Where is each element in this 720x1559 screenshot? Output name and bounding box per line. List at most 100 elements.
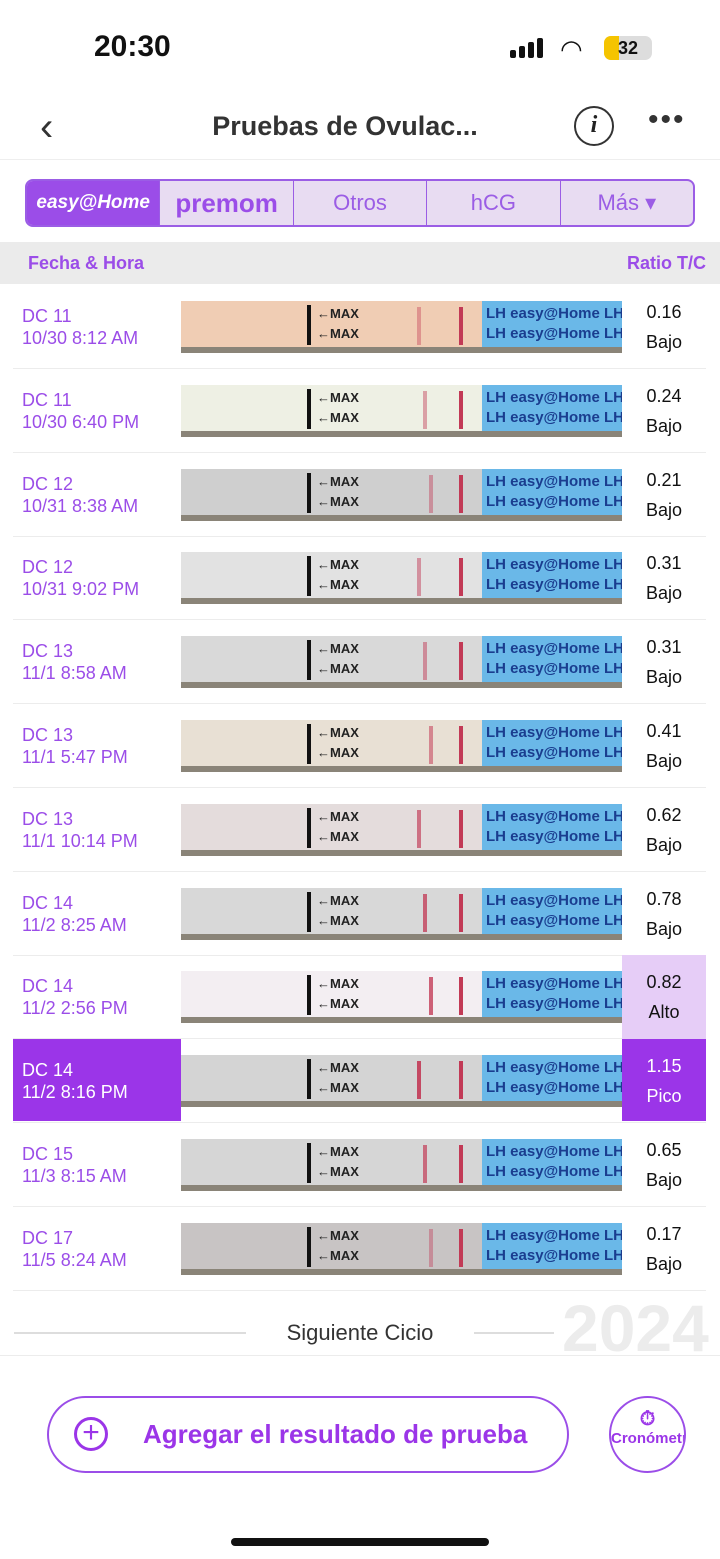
lh-text: LH easy@Home LH bbox=[486, 891, 622, 909]
cycle-day: DC 15 bbox=[22, 1144, 74, 1164]
test-line bbox=[423, 1145, 427, 1183]
info-button[interactable]: i bbox=[574, 106, 614, 146]
ratio-cell: 0.62 Bajo bbox=[622, 788, 706, 872]
table-row[interactable]: DC 15 11/3 8:15 AM ←MAX ←MAX LH easy@Home… bbox=[13, 1123, 706, 1207]
table-row[interactable]: DC 14 11/2 8:25 AM ←MAX ←MAX LH easy@Home… bbox=[13, 872, 706, 956]
strip-base bbox=[181, 849, 622, 856]
battery-icon: 32 bbox=[604, 36, 652, 60]
back-button[interactable]: ‹ bbox=[40, 105, 54, 149]
row-date: DC 11 10/30 8:12 AM bbox=[13, 285, 181, 369]
test-strip-image[interactable]: ←MAX ←MAX LH easy@Home LH LH easy@Home LH bbox=[181, 887, 622, 940]
table-row[interactable]: DC 14 11/2 2:56 PM ←MAX ←MAX LH easy@Home… bbox=[13, 955, 706, 1040]
strip-lh-label: LH easy@Home LH LH easy@Home LH bbox=[482, 1222, 622, 1269]
strip-base bbox=[181, 933, 622, 940]
test-strip-image[interactable]: ←MAX ←MAX LH easy@Home LH LH easy@Home LH bbox=[181, 552, 622, 605]
col-ratio: Ratio T/C bbox=[627, 253, 706, 273]
strip-marker bbox=[307, 724, 311, 764]
test-line bbox=[423, 893, 427, 932]
test-line bbox=[417, 307, 421, 345]
control-line bbox=[459, 809, 463, 848]
ratio-level: Pico bbox=[646, 1086, 682, 1107]
cycle-day: DC 13 bbox=[22, 725, 74, 745]
timer-button[interactable]: ⏱ Cronómetro bbox=[609, 1396, 686, 1473]
col-date: Fecha & Hora bbox=[28, 253, 145, 273]
table-row[interactable]: DC 12 10/31 8:38 AM ←MAX ←MAX LH easy@Hom… bbox=[13, 453, 706, 537]
strip-marker bbox=[307, 1226, 311, 1267]
ratio-level: Bajo bbox=[645, 1170, 683, 1190]
lh-text: LH easy@Home LH bbox=[486, 408, 622, 426]
test-strip-image[interactable]: ←MAX ←MAX LH easy@Home LH LH easy@Home LH bbox=[181, 1222, 622, 1275]
test-strip-image[interactable]: ←MAX ←MAX LH easy@Home LH LH easy@Home LH bbox=[181, 1055, 622, 1108]
lh-text: LH easy@Home LH bbox=[486, 1079, 622, 1097]
add-result-button[interactable]: + Agregar el resultado de prueba bbox=[47, 1396, 569, 1473]
tab-otros[interactable]: Otros bbox=[294, 181, 428, 225]
row-datetime: 10/31 8:38 AM bbox=[22, 495, 139, 516]
table-row[interactable]: DC 12 10/31 9:02 PM ←MAX ←MAX LH easy@Hom… bbox=[13, 536, 706, 621]
brand-tabs: easy@Home premom Otros hCG Más ▾ bbox=[25, 179, 695, 227]
max-label: ←MAX bbox=[317, 409, 359, 425]
test-line bbox=[429, 474, 433, 513]
row-date: DC 13 11/1 8:58 AM bbox=[13, 620, 181, 704]
more-button[interactable]: ••• bbox=[648, 103, 686, 136]
strip-lh-label: LH easy@Home LH LH easy@Home LH bbox=[482, 720, 622, 766]
ratio-value: 0.21 bbox=[646, 469, 682, 490]
cycle-day: DC 14 bbox=[22, 1060, 74, 1081]
max-label: ←MAX bbox=[317, 1080, 359, 1096]
max-label: ←MAX bbox=[317, 1247, 359, 1263]
status-bar: 20:30 ◠ 32 bbox=[0, 0, 720, 95]
table-row[interactable]: DC 14 11/2 8:16 PM ←MAX ←MAX LH easy@Home… bbox=[13, 1039, 706, 1124]
control-line bbox=[459, 642, 463, 681]
test-line bbox=[429, 977, 433, 1016]
lh-text: LH easy@Home LH bbox=[486, 995, 622, 1013]
ratio-value: 0.16 bbox=[646, 302, 682, 322]
test-strip-image[interactable]: ←MAX ←MAX LH easy@Home LH LH easy@Home LH bbox=[181, 803, 622, 856]
tab-easy-home[interactable]: easy@Home bbox=[27, 181, 161, 225]
table-row[interactable]: DC 13 11/1 10:14 PM ←MAX ←MAX LH easy@Hom… bbox=[13, 788, 706, 872]
strip-marker bbox=[307, 1143, 311, 1183]
control-line bbox=[459, 558, 463, 597]
tab-mas[interactable]: Más ▾ bbox=[597, 190, 657, 215]
ratio-value: 0.65 bbox=[646, 1140, 682, 1160]
ratio-cell: 0.31 Bajo bbox=[622, 536, 706, 620]
ratio-cell: 0.78 Bajo bbox=[622, 872, 706, 956]
table-row[interactable]: DC 11 10/30 8:12 AM ←MAX ←MAX LH easy@Hom… bbox=[13, 285, 706, 369]
control-line bbox=[459, 977, 463, 1016]
lh-text: LH easy@Home LH bbox=[486, 388, 622, 406]
table-row[interactable]: DC 13 11/1 8:58 AM ←MAX ←MAX LH easy@Home… bbox=[13, 620, 706, 705]
max-label: ←MAX bbox=[317, 1144, 359, 1159]
strip-marker bbox=[307, 1059, 311, 1100]
test-strip-image[interactable]: ←MAX ←MAX LH easy@Home LH LH easy@Home LH bbox=[181, 1139, 622, 1191]
table-row[interactable]: DC 13 11/1 5:47 PM ←MAX ←MAX LH easy@Home… bbox=[13, 704, 706, 788]
clock: 20:30 bbox=[94, 30, 171, 63]
test-line bbox=[417, 1061, 421, 1100]
max-label: ←MAX bbox=[317, 1227, 359, 1243]
lh-text: LH easy@Home LH bbox=[486, 1059, 622, 1077]
table-row[interactable]: DC 11 10/30 6:40 PM ←MAX ←MAX LH easy@Hom… bbox=[13, 369, 706, 453]
lh-text: LH easy@Home LH bbox=[486, 975, 622, 993]
row-date: DC 11 10/30 6:40 PM bbox=[13, 369, 181, 453]
strip-base bbox=[181, 1101, 622, 1108]
tab-hcg[interactable]: hCG bbox=[427, 181, 561, 225]
divider-line bbox=[14, 1332, 246, 1334]
test-strip-image[interactable]: ←MAX ←MAX LH easy@Home LH LH easy@Home LH bbox=[181, 636, 622, 689]
ratio-value: 0.78 bbox=[646, 888, 682, 909]
table-row[interactable]: DC 17 11/5 8:24 AM ←MAX ←MAX LH easy@Home… bbox=[13, 1207, 706, 1291]
control-line bbox=[459, 893, 463, 932]
tab-premom[interactable]: premom bbox=[160, 181, 294, 225]
test-strip-image[interactable]: ←MAX ←MAX LH easy@Home LH LH easy@Home LH bbox=[181, 720, 622, 772]
test-strip-image[interactable]: ←MAX ←MAX LH easy@Home LH LH easy@Home LH bbox=[181, 971, 622, 1024]
ratio-cell: 0.31 Bajo bbox=[622, 620, 706, 704]
lh-text: LH easy@Home LH bbox=[486, 827, 622, 845]
strip-marker bbox=[307, 640, 311, 681]
test-strip-image[interactable]: ←MAX ←MAX LH easy@Home LH LH easy@Home LH bbox=[181, 301, 622, 353]
strip-marker bbox=[307, 556, 311, 597]
ratio-level: Bajo bbox=[645, 834, 683, 855]
test-strip-image[interactable]: ←MAX ←MAX LH easy@Home LH LH easy@Home LH bbox=[181, 384, 622, 437]
test-line bbox=[423, 642, 427, 681]
test-strip-image[interactable]: ←MAX ←MAX LH easy@Home LH LH easy@Home LH bbox=[181, 468, 622, 521]
row-date: DC 14 11/2 2:56 PM bbox=[13, 955, 181, 1039]
row-date: DC 13 11/1 10:14 PM bbox=[13, 788, 181, 872]
test-line bbox=[423, 390, 427, 429]
ratio-cell: 0.24 Bajo bbox=[622, 369, 706, 453]
lh-text: LH easy@Home LH bbox=[486, 576, 622, 594]
